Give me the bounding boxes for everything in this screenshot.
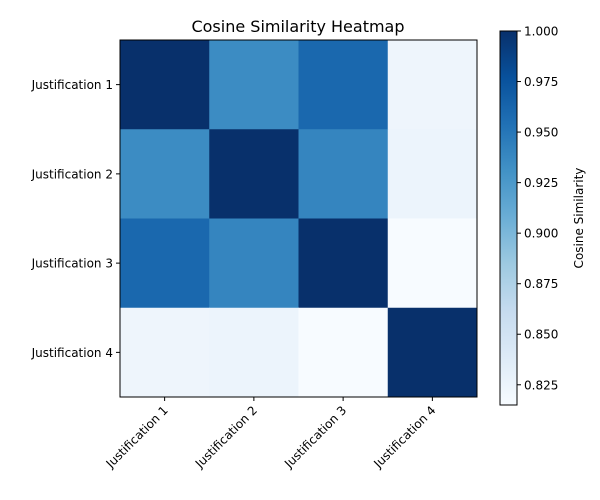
heatmap-cell bbox=[298, 40, 389, 130]
colorbar-ticks: 0.825 0.850 0.875 0.900 0.925 0.950 0.975 1.000 bbox=[517, 25, 558, 392]
heatmap-cell bbox=[209, 307, 299, 398]
heatmap-cell bbox=[120, 40, 210, 130]
heatmap-cell bbox=[387, 307, 478, 398]
heatmap-cell bbox=[120, 307, 210, 398]
colorbar-label: Cosine Similarity bbox=[572, 168, 586, 269]
heatmap-cell bbox=[209, 40, 299, 130]
colorbar bbox=[499, 30, 518, 406]
colorbar-tick-label: 0.975 bbox=[524, 75, 558, 89]
heatmap-cell bbox=[387, 40, 478, 130]
y-axis-ticks: Justification 1 Justification 2 Justificat… bbox=[31, 78, 120, 360]
colorbar-tick-label: 0.850 bbox=[524, 328, 558, 342]
heatmap-cell bbox=[298, 129, 389, 219]
x-tick-label: Justification 3 bbox=[281, 403, 349, 471]
x-tick-label: Justification 1 bbox=[103, 403, 171, 471]
y-tick-label: Justification 2 bbox=[31, 167, 113, 181]
y-tick-label: Justification 4 bbox=[31, 346, 113, 360]
heatmap-cell bbox=[209, 129, 299, 219]
heatmap-cell bbox=[298, 307, 389, 398]
y-tick-label: Justification 3 bbox=[31, 257, 113, 271]
y-tick-label: Justification 1 bbox=[31, 78, 113, 92]
heatmap-cells bbox=[120, 40, 478, 398]
x-tick-label: Justification 2 bbox=[192, 403, 260, 471]
heatmap-cell bbox=[387, 218, 478, 309]
heatmap-cell bbox=[298, 218, 389, 309]
heatmap-cell bbox=[209, 218, 299, 309]
colorbar-tick-label: 0.950 bbox=[524, 126, 558, 140]
heatmap-cell bbox=[120, 129, 210, 219]
x-tick-label: Justification 4 bbox=[370, 403, 438, 471]
plot-frame bbox=[119, 39, 478, 398]
heatmap-cell bbox=[387, 129, 478, 219]
colorbar-tick-label: 1.000 bbox=[524, 25, 558, 39]
colorbar-tick-label: 0.925 bbox=[524, 176, 558, 190]
colorbar-tick-label: 0.875 bbox=[524, 277, 558, 291]
colorbar-tick-label: 0.900 bbox=[524, 227, 558, 241]
colorbar-tick-label: 0.825 bbox=[524, 378, 558, 392]
x-axis-ticks: Justification 1 Justification 2 Justificat… bbox=[103, 397, 438, 471]
heatmap-cell bbox=[120, 218, 210, 309]
chart-title: Cosine Similarity Heatmap bbox=[191, 17, 404, 36]
